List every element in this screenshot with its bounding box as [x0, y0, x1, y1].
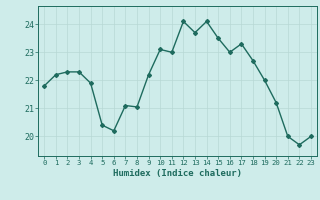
X-axis label: Humidex (Indice chaleur): Humidex (Indice chaleur)	[113, 169, 242, 178]
